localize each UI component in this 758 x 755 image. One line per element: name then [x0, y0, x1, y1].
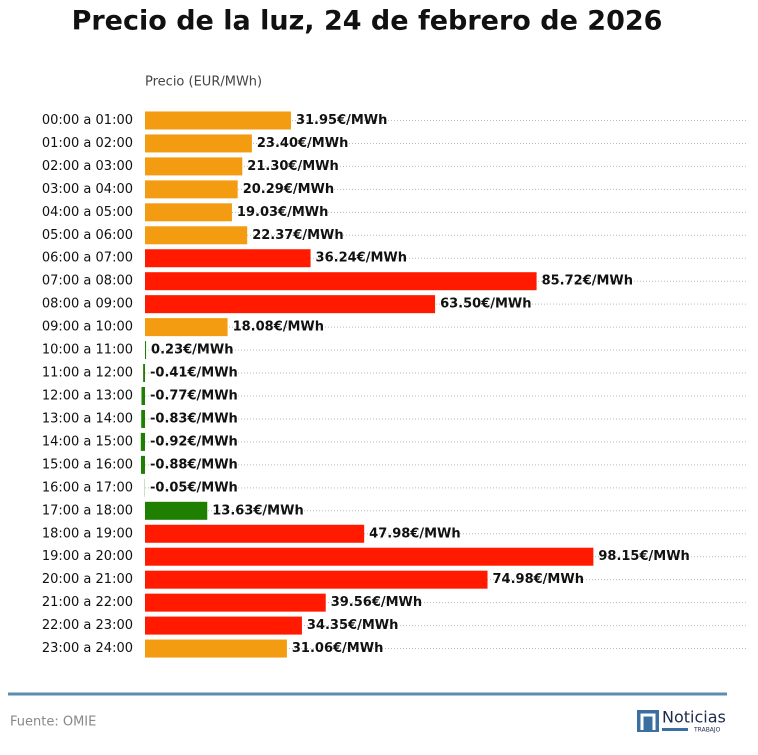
value-label: 31.95€/MWh [296, 113, 387, 128]
y-tick-label: 09:00 a 10:00 [42, 320, 133, 335]
x-axis-label: Precio (EUR/MWh) [145, 75, 262, 90]
value-label: -0.41€/MWh [150, 366, 238, 381]
bar [145, 111, 291, 130]
bar [143, 364, 145, 383]
y-tick-label: 22:00 a 23:00 [42, 618, 133, 633]
y-tick-label: 14:00 a 15:00 [42, 434, 133, 449]
value-label: 19.03€/MWh [237, 205, 328, 220]
bar [145, 272, 537, 291]
value-label: 63.50€/MWh [440, 297, 531, 312]
y-tick-label: 21:00 a 22:00 [42, 595, 133, 610]
y-tick-label: 02:00 a 03:00 [42, 159, 133, 174]
y-tick-label: 00:00 a 01:00 [42, 113, 133, 128]
y-tick-label: 15:00 a 16:00 [42, 457, 133, 472]
bar [145, 616, 302, 635]
bar [145, 203, 232, 222]
y-tick-label: 17:00 a 18:00 [42, 503, 133, 518]
value-label: 20.29€/MWh [243, 182, 334, 197]
logo-glyph [640, 713, 656, 730]
y-tick-label: 11:00 a 12:00 [42, 366, 133, 381]
value-label: -0.77€/MWh [150, 389, 238, 404]
y-tick-label: 13:00 a 14:00 [42, 411, 133, 426]
value-label: -0.83€/MWh [150, 411, 238, 426]
bar [145, 593, 326, 612]
bar [145, 547, 594, 566]
y-tick-label: 06:00 a 07:00 [42, 251, 133, 266]
logo-bar [662, 728, 688, 731]
bar [145, 318, 228, 337]
source: Fuente: OMIE [10, 715, 96, 730]
bar [145, 341, 147, 360]
y-tick-label: 01:00 a 02:00 [42, 136, 133, 151]
bar [141, 409, 145, 428]
bar [141, 387, 145, 405]
bar [140, 432, 145, 451]
value-label: 13.63€/MWh [212, 503, 303, 518]
bar [145, 226, 248, 245]
logo-subtext: TRABAJO [693, 727, 721, 734]
value-label: 74.98€/MWh [493, 572, 584, 587]
bar [145, 249, 311, 268]
value-label: -0.88€/MWh [150, 457, 238, 472]
y-tick-label: 03:00 a 04:00 [42, 182, 133, 197]
y-tick-label: 18:00 a 19:00 [42, 526, 133, 541]
value-label: 47.98€/MWh [369, 526, 460, 541]
y-tick-label: 05:00 a 06:00 [42, 228, 133, 243]
value-label: 21.30€/MWh [247, 159, 338, 174]
value-label: 23.40€/MWh [257, 136, 348, 151]
value-label: 85.72€/MWh [542, 274, 633, 289]
y-tick-label: 10:00 a 11:00 [42, 343, 133, 358]
value-label: 0.23€/MWh [151, 343, 233, 358]
logo-text: Noticias [662, 708, 726, 727]
value-label: 34.35€/MWh [307, 618, 398, 633]
value-label: 39.56€/MWh [331, 595, 422, 610]
logo-icon [637, 710, 659, 732]
bar [145, 524, 365, 543]
y-tick-label: 20:00 a 21:00 [42, 572, 133, 587]
bar [145, 501, 208, 520]
y-tick-label: 12:00 a 13:00 [42, 389, 133, 404]
bar [140, 455, 145, 474]
value-label: -0.05€/MWh [150, 480, 238, 495]
value-label: -0.92€/MWh [150, 434, 238, 449]
value-label: 18.08€/MWh [233, 320, 324, 335]
bar [145, 570, 488, 589]
y-tick-label: 16:00 a 17:00 [42, 480, 133, 495]
y-tick-label: 23:00 a 24:00 [42, 641, 133, 656]
bar [145, 157, 243, 176]
value-label: 22.37€/MWh [252, 228, 343, 243]
value-label: 31.06€/MWh [292, 641, 383, 656]
logo: Noticias TRABAJO [637, 708, 726, 734]
y-tick-label: 08:00 a 09:00 [42, 297, 133, 312]
y-tick-label: 19:00 a 20:00 [42, 549, 133, 564]
y-tick-label: 07:00 a 08:00 [42, 274, 133, 289]
bar [145, 639, 287, 658]
bar [145, 295, 436, 314]
value-label: 36.24€/MWh [316, 251, 407, 266]
value-label: 98.15€/MWh [598, 549, 689, 564]
bar [145, 134, 252, 153]
chart-title: Precio de la luz, 24 de febrero de 2026 [72, 6, 663, 37]
bar [145, 180, 238, 199]
y-tick-label: 04:00 a 05:00 [42, 205, 133, 220]
